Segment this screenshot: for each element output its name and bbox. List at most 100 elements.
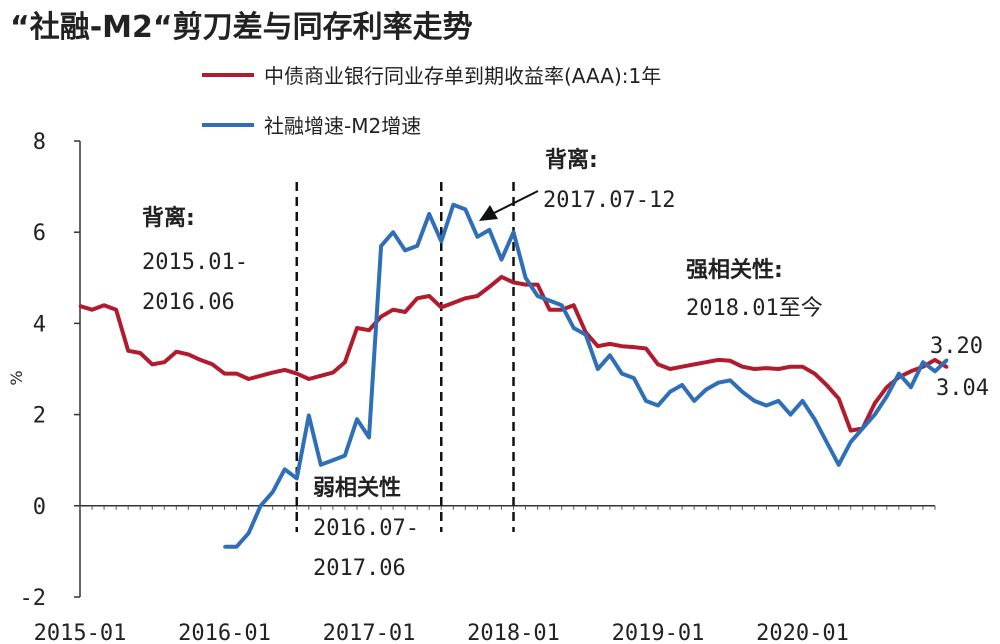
- data-point-rate: [114, 308, 118, 312]
- chart-title: “社融-M2“剪刀差与同存利率走势: [10, 10, 473, 45]
- data-point-rate: [909, 369, 913, 373]
- data-point-rate: [211, 363, 214, 366]
- data-point-rate: [945, 365, 949, 369]
- data-point-spread: [897, 372, 901, 375]
- data-point-rate: [427, 294, 431, 298]
- data-point-spread: [873, 413, 877, 416]
- x-tick-label: 2015-01: [34, 621, 127, 644]
- x-tick-label: 2019-01: [612, 621, 705, 644]
- data-point-rate: [668, 367, 672, 371]
- data-point-rate: [464, 296, 467, 300]
- data-point-spread: [391, 230, 395, 234]
- data-point-spread: [512, 230, 515, 234]
- data-point-rate: [692, 363, 696, 366]
- data-point-spread: [271, 490, 275, 494]
- data-point-spread: [367, 436, 371, 439]
- data-point-spread: [536, 294, 539, 298]
- data-point-rate: [789, 365, 792, 369]
- data-point-rate: [367, 328, 371, 332]
- data-point-rate: [813, 372, 816, 375]
- data-point-spread: [259, 504, 262, 508]
- legend-label-spread: 社融增速-M2增速: [264, 114, 422, 138]
- data-point-spread: [716, 381, 720, 385]
- data-point-spread: [921, 360, 925, 364]
- data-point-spread: [427, 212, 431, 216]
- legend-swatch-rate: [202, 72, 254, 77]
- data-point-rate: [680, 365, 684, 369]
- data-point-rate: [138, 351, 142, 355]
- data-point-rate: [765, 366, 768, 370]
- data-point-spread: [837, 463, 841, 467]
- annotation-arrow-line: [493, 190, 539, 214]
- data-point-spread: [235, 545, 238, 549]
- annotation-weak-start: 2016.07-: [313, 516, 419, 541]
- data-point-spread: [307, 414, 311, 417]
- data-point-rate: [283, 368, 287, 372]
- data-point-rate: [403, 310, 407, 314]
- data-point-rate: [632, 345, 636, 349]
- y-tick-label: 0: [33, 495, 46, 520]
- data-point-rate: [102, 303, 106, 307]
- y-tick-label: 2: [33, 404, 46, 429]
- data-point-spread: [560, 303, 564, 307]
- data-point-rate: [849, 429, 853, 432]
- legend-item-rate: 中债商业银行同业存单到期收益率(AAA):1年: [202, 60, 661, 89]
- data-point-spread: [849, 440, 853, 444]
- annotation-weak-end: 2017.06: [313, 556, 406, 581]
- data-point-rate: [873, 401, 877, 405]
- data-point-spread: [355, 417, 359, 421]
- data-point-spread: [777, 399, 780, 403]
- x-tick-label: 2018-01: [467, 621, 560, 644]
- data-point-spread: [476, 235, 479, 239]
- data-point-rate: [825, 383, 828, 387]
- data-point-rate: [78, 304, 82, 308]
- data-point-rate: [451, 301, 455, 305]
- data-point-rate: [295, 372, 299, 375]
- data-point-rate: [572, 303, 576, 307]
- data-point-spread: [861, 426, 865, 430]
- data-point-rate: [331, 371, 335, 374]
- data-point-rate: [271, 371, 275, 374]
- y-tick-label: 8: [33, 130, 46, 155]
- data-point-rate: [512, 281, 515, 284]
- data-point-spread: [403, 249, 407, 252]
- data-point-rate: [885, 385, 889, 389]
- data-point-rate: [608, 342, 612, 346]
- data-point-spread: [909, 385, 913, 389]
- data-point-spread: [740, 390, 744, 394]
- data-point-rate: [644, 347, 648, 350]
- data-point-rate: [343, 360, 347, 364]
- annotation-strong-title: 强相关性:: [686, 258, 783, 283]
- data-point-rate: [150, 363, 154, 366]
- data-point-rate: [837, 397, 841, 400]
- data-point-rate: [90, 308, 94, 312]
- data-point-spread: [343, 454, 347, 457]
- data-point-spread: [728, 379, 732, 382]
- data-point-rate: [536, 283, 539, 286]
- data-point-spread: [331, 458, 335, 462]
- data-point-spread: [753, 399, 756, 403]
- data-point-rate: [716, 358, 720, 362]
- data-point-spread: [813, 417, 816, 421]
- data-point-spread: [223, 545, 226, 549]
- data-point-spread: [319, 463, 323, 467]
- legend-swatch-spread: [202, 122, 254, 127]
- x-tick-label: 2017-01: [323, 621, 416, 644]
- data-point-rate: [307, 377, 311, 381]
- data-point-spread: [572, 326, 576, 330]
- data-point-rate: [488, 285, 491, 289]
- data-point-rate: [174, 350, 178, 354]
- data-point-rate: [704, 360, 708, 364]
- data-point-spread: [608, 353, 612, 357]
- data-point-rate: [656, 363, 660, 366]
- annotation-divergence-1-start: 2015.01-: [142, 250, 248, 275]
- data-point-rate: [728, 359, 732, 363]
- data-point-spread: [451, 203, 455, 207]
- data-point-rate: [415, 296, 419, 300]
- data-point-spread: [524, 276, 527, 280]
- data-point-spread: [656, 404, 660, 407]
- data-point-spread: [488, 228, 491, 232]
- annotation-divergence-2-range: 2017.07-12: [543, 188, 676, 213]
- legend-label-rate: 中债商业银行同业存单到期收益率(AAA):1年: [264, 64, 662, 88]
